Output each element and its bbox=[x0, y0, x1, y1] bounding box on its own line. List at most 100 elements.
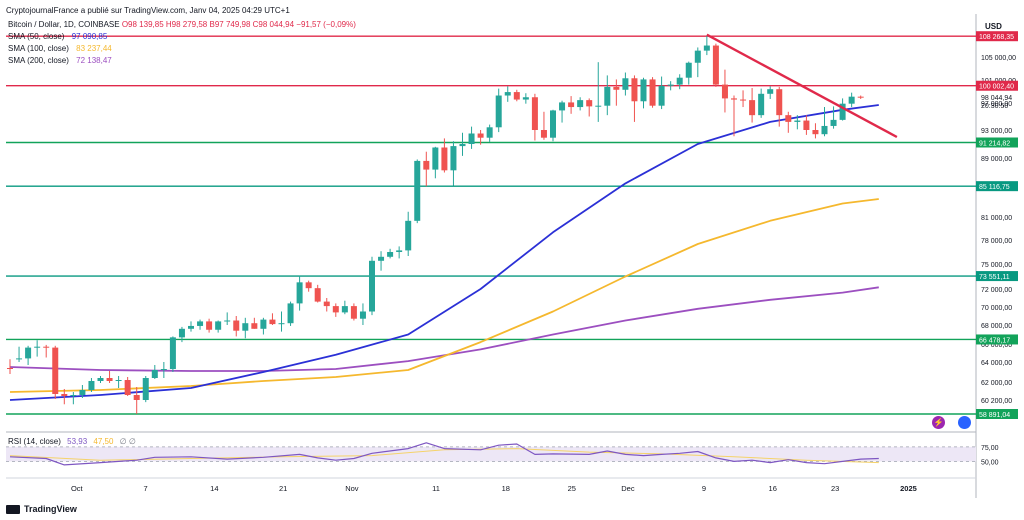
indicator-value: 72 138,47 bbox=[76, 56, 112, 65]
candle-body bbox=[305, 282, 312, 289]
rsi-legend[interactable]: RSI (14, close) 53,93 47,50 ∅ ∅ bbox=[8, 437, 136, 446]
candle-body bbox=[43, 346, 50, 348]
level-price-label: 58 891,04 bbox=[979, 412, 1010, 419]
rsi-tick-label: 75,00 bbox=[981, 445, 999, 452]
level-price-tag bbox=[976, 408, 1018, 419]
candle bbox=[70, 392, 77, 405]
candle bbox=[830, 106, 837, 129]
candle-body bbox=[721, 84, 728, 99]
candle-body bbox=[830, 119, 837, 126]
sma100-line bbox=[9, 198, 879, 393]
x-tick-label: 18 bbox=[502, 484, 510, 493]
candle bbox=[495, 88, 502, 133]
level-price-tag bbox=[976, 271, 1018, 282]
y-tick-label: 72 000,00 bbox=[981, 287, 1012, 294]
candle-body bbox=[459, 144, 466, 147]
candle-body bbox=[414, 160, 421, 221]
candle bbox=[550, 109, 556, 142]
candle-body bbox=[269, 319, 276, 325]
time-axis: Oct 7 14 21 Nov 11 18 25 Dec 9 16 23 2025 bbox=[71, 484, 917, 493]
resistance-trendline bbox=[706, 33, 898, 139]
candle-body bbox=[188, 325, 194, 329]
candle-body bbox=[812, 130, 819, 135]
rsi-label: RSI (14, close) bbox=[8, 437, 61, 446]
indicator-sma200[interactable]: SMA (200, close) 72 138,47 bbox=[8, 56, 112, 65]
candle bbox=[839, 98, 846, 121]
indicator-sma100[interactable]: SMA (100, close) 83 237,44 bbox=[8, 44, 112, 53]
candle-body bbox=[694, 50, 701, 63]
candle-body bbox=[604, 86, 611, 106]
currency-label[interactable]: USD bbox=[985, 22, 1002, 31]
indicator-sma50[interactable]: SMA (50, close) 97 090,85 bbox=[8, 32, 107, 41]
candle-body bbox=[88, 381, 95, 390]
event-flash-icon[interactable]: ⚡ bbox=[932, 416, 945, 429]
candle bbox=[106, 371, 113, 383]
y-tick-label: 60 200,00 bbox=[981, 398, 1012, 405]
candle-body bbox=[848, 96, 855, 104]
candle bbox=[43, 344, 50, 358]
candle-body bbox=[559, 102, 566, 111]
rsi-ma-value: 47,50 bbox=[93, 437, 114, 446]
candle-body bbox=[251, 323, 258, 329]
x-tick-label: 23 bbox=[831, 484, 839, 493]
x-tick-label: 2025 bbox=[900, 484, 917, 493]
candle bbox=[749, 88, 756, 123]
candle-body bbox=[613, 86, 620, 90]
candle-body bbox=[477, 133, 484, 138]
candle bbox=[441, 138, 448, 173]
y-tick-label: 75 000,00 bbox=[981, 262, 1012, 269]
candle bbox=[88, 378, 95, 392]
candle bbox=[323, 298, 330, 312]
x-tick-label: 16 bbox=[769, 484, 777, 493]
candle-body bbox=[233, 320, 240, 331]
candle-body bbox=[25, 347, 32, 359]
flag-icon[interactable] bbox=[958, 416, 971, 429]
candle bbox=[513, 89, 520, 102]
candle-body bbox=[586, 100, 593, 107]
candle-body bbox=[197, 321, 204, 326]
ohlc-change: −91,57 (−0,09%) bbox=[296, 20, 356, 29]
candle-body bbox=[685, 62, 692, 78]
candle-body bbox=[776, 89, 783, 116]
candle bbox=[359, 303, 366, 325]
candle-body bbox=[396, 250, 403, 252]
candle bbox=[848, 92, 855, 108]
level-price-tag bbox=[976, 31, 1018, 42]
tradingview-logo-icon bbox=[6, 504, 20, 514]
candle bbox=[79, 385, 86, 398]
candle-body bbox=[450, 146, 457, 171]
candle bbox=[721, 69, 728, 113]
candle-body bbox=[667, 84, 674, 86]
y-tick-label: 97 000,00 bbox=[981, 101, 1012, 108]
candle-body bbox=[513, 92, 520, 100]
candle-body bbox=[767, 89, 774, 94]
candle bbox=[341, 300, 348, 315]
candle-body bbox=[712, 45, 719, 85]
candle-body bbox=[178, 328, 185, 338]
rsi-extra: ∅ ∅ bbox=[119, 437, 136, 446]
symbol-name[interactable]: Bitcoin / Dollar, 1D, COINBASE bbox=[8, 20, 120, 29]
candle bbox=[52, 345, 59, 399]
rsi-panel bbox=[6, 442, 976, 466]
candle bbox=[486, 124, 493, 142]
candle-body bbox=[296, 282, 303, 304]
y-tick-label: 81 000,00 bbox=[981, 215, 1012, 222]
candle bbox=[7, 359, 13, 374]
candle bbox=[305, 280, 312, 292]
candle-body bbox=[34, 346, 41, 348]
candle bbox=[332, 303, 339, 317]
candle-body bbox=[658, 85, 665, 106]
level-price-label: 91 214,82 bbox=[979, 140, 1010, 147]
candle-body bbox=[631, 78, 638, 102]
candle-body bbox=[169, 337, 176, 369]
candle-body bbox=[215, 321, 222, 330]
candle-body bbox=[160, 369, 167, 370]
candle bbox=[188, 321, 194, 332]
candle bbox=[34, 340, 41, 357]
candle-body bbox=[359, 311, 366, 319]
y-tick-label: 89 000,00 bbox=[981, 156, 1012, 163]
candle bbox=[622, 72, 629, 96]
candles bbox=[7, 36, 864, 414]
candle bbox=[577, 97, 584, 111]
